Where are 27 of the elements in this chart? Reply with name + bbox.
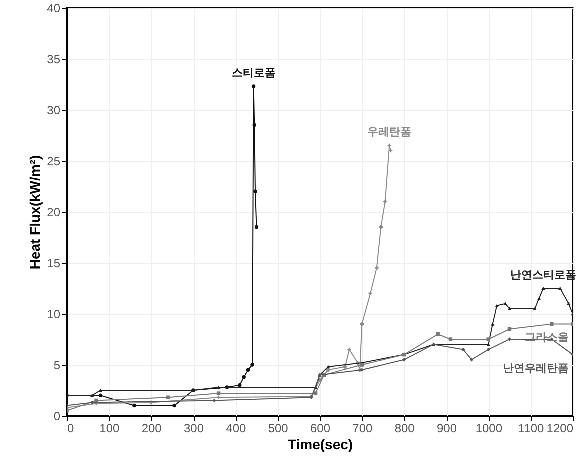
series-label: 우레탄폼 (368, 126, 412, 139)
y-tick-label: 10 (47, 308, 61, 322)
x-tick-label: 400 (226, 422, 246, 436)
x-tick-label: 500 (268, 422, 289, 436)
y-tick-label: 35 (47, 52, 61, 66)
x-tick-label: 700 (352, 422, 373, 436)
series-label: 난연우레탄폼 (503, 362, 569, 375)
y-tick-label: 30 (47, 104, 61, 118)
x-tick-label: 100 (100, 422, 120, 436)
x-tick-label: 1000 (476, 422, 503, 436)
x-axis-title: Time(sec) (288, 436, 354, 452)
x-tick-label: 900 (436, 422, 458, 436)
x-tick-label: 600 (310, 422, 331, 436)
y-tick-label: 5 (54, 358, 61, 372)
y-tick-label: 40 (47, 2, 61, 16)
y-tick-label: 20 (47, 206, 61, 220)
x-tick-label: 200 (142, 422, 162, 436)
x-tick-label: 300 (184, 422, 204, 436)
series-label: 스티로폼 (232, 68, 276, 80)
y-axis-title: Heat Flux(kW/m²) (27, 155, 44, 270)
x-tick-label: 1200 (546, 422, 574, 436)
x-tick-label: 0 (68, 422, 74, 436)
y-tick-label: 15 (47, 256, 61, 270)
y-tick-label: 25 (47, 154, 61, 168)
x-tick-label: 800 (394, 422, 416, 436)
x-tick-label: 1100 (518, 422, 545, 436)
y-tick-label: 0 (54, 410, 61, 424)
